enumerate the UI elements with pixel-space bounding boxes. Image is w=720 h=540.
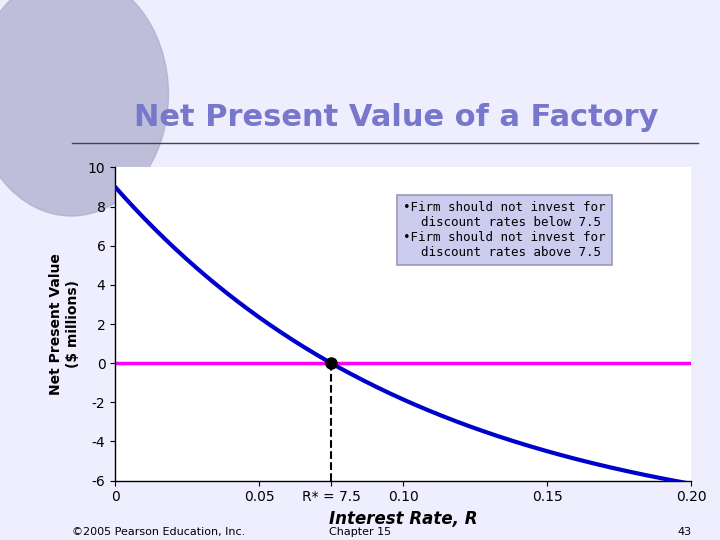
Text: Chapter 15: Chapter 15 bbox=[329, 527, 391, 537]
Text: Net Present Value of a Factory: Net Present Value of a Factory bbox=[134, 103, 658, 132]
Text: 43: 43 bbox=[677, 527, 691, 537]
X-axis label: Interest Rate, R: Interest Rate, R bbox=[329, 510, 477, 528]
Text: •Firm should not invest for
  discount rates below 7.5
•Firm should not invest f: •Firm should not invest for discount rat… bbox=[402, 201, 606, 259]
Circle shape bbox=[0, 0, 168, 216]
Text: ©2005 Pearson Education, Inc.: ©2005 Pearson Education, Inc. bbox=[72, 527, 246, 537]
Y-axis label: Net Present Value
($ millions): Net Present Value ($ millions) bbox=[49, 253, 79, 395]
